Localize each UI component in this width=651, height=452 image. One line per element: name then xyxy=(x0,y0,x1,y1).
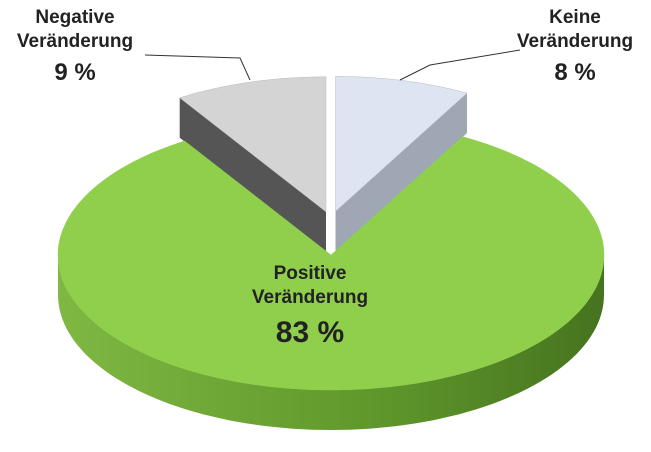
leader-line xyxy=(399,49,521,81)
slice xyxy=(335,76,468,212)
category-label: Positive Veränderung xyxy=(251,263,369,308)
slice-side xyxy=(58,255,604,430)
category-label: Keine Veränderung xyxy=(516,7,634,52)
value-label: 9 % xyxy=(54,58,96,86)
pie xyxy=(57,76,605,430)
slice-side xyxy=(179,97,326,252)
value-label: 8 % xyxy=(554,58,596,86)
category-label: Negative Veränderung xyxy=(16,7,134,52)
label-positive: Positive Veränderung 83 % xyxy=(235,262,385,351)
label-keine: Keine Veränderung 8 % xyxy=(510,6,640,88)
value-label: 83 % xyxy=(275,315,345,349)
leader-line xyxy=(144,54,251,81)
label-negative: Negative Veränderung 9 % xyxy=(5,6,145,88)
slice-side xyxy=(335,93,467,252)
slice xyxy=(179,76,327,213)
slice xyxy=(57,136,605,391)
